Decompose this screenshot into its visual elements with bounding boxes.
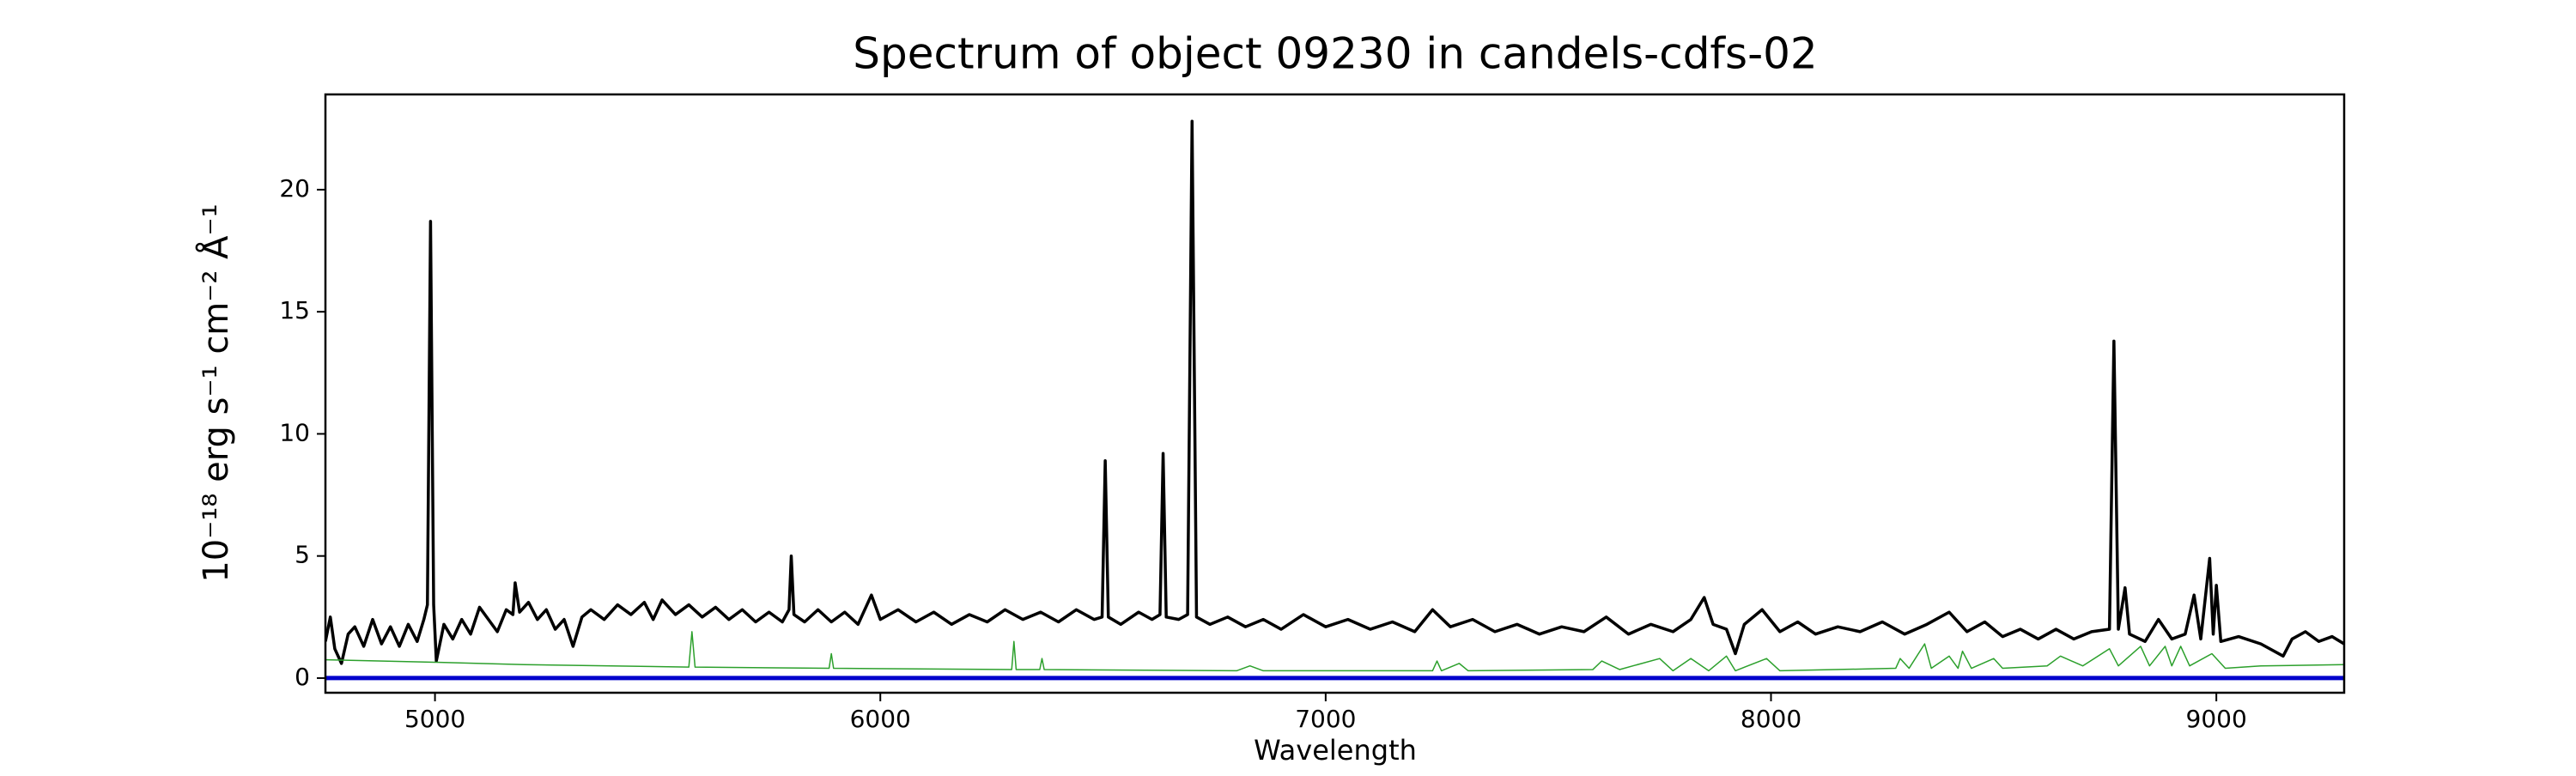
y-tick-label: 0 [295,663,310,691]
x-tick-label: 5000 [404,705,465,733]
plot-area [325,119,2344,681]
spectrum-line [325,631,2344,672]
y-tick-label: 5 [295,541,310,569]
chart-title: Spectrum of object 09230 in candels-cdfs… [853,29,1818,79]
x-tick-label: 7000 [1295,705,1356,733]
y-tick-label: 20 [279,174,310,203]
x-tick-label: 9000 [2186,705,2247,733]
y-tick-label: 15 [279,296,310,324]
x-tick-label: 8000 [1741,705,1801,733]
x-axis-label: Wavelength [1254,734,1417,767]
y-tick-label: 10 [279,418,310,446]
spectrum-line [325,119,2344,665]
x-tick-label: 6000 [850,705,911,733]
y-axis-label: 10⁻¹⁸ erg s⁻¹ cm⁻² Å⁻¹ [195,203,236,582]
plot-frame [324,93,2346,694]
